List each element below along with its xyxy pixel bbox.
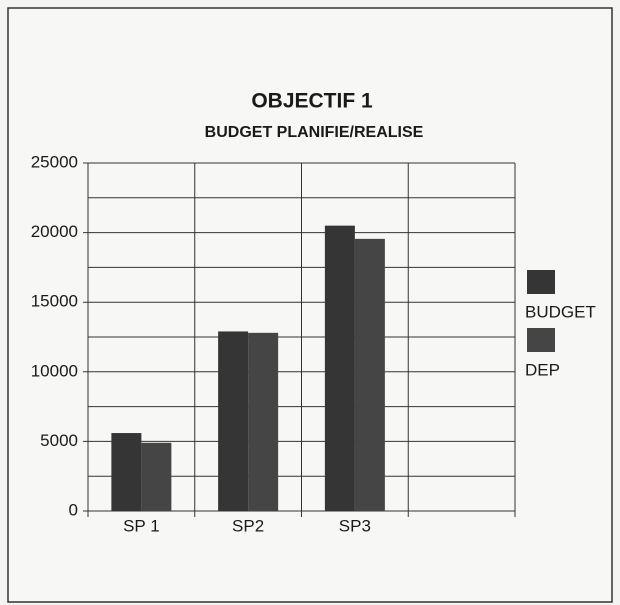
bar — [354, 238, 385, 511]
frame — [7, 7, 613, 603]
x-tick-label: SP2 — [232, 516, 264, 535]
legend-label: DEP — [525, 360, 560, 379]
bar — [111, 433, 142, 511]
legend-swatch — [527, 270, 555, 294]
chart-subtitle: BUDGET PLANIFIE/REALISE — [205, 124, 424, 141]
y-tick-label: 20000 — [31, 222, 78, 241]
y-tick-label: 0 — [69, 500, 78, 519]
y-tick-label: 5000 — [40, 431, 78, 450]
bar — [141, 442, 172, 511]
legend-label: BUDGET — [525, 302, 596, 321]
y-tick-label: 10000 — [31, 361, 78, 380]
y-tick-label: 15000 — [31, 292, 78, 311]
x-tick-label: SP 1 — [123, 516, 160, 535]
bar — [324, 225, 355, 511]
bar — [248, 332, 279, 511]
bar — [218, 331, 249, 511]
y-tick-label: 25000 — [31, 152, 78, 171]
chart-title: OBJECTIF 1 — [251, 90, 373, 113]
x-tick-label: SP3 — [339, 516, 371, 535]
legend-swatch — [527, 328, 555, 352]
